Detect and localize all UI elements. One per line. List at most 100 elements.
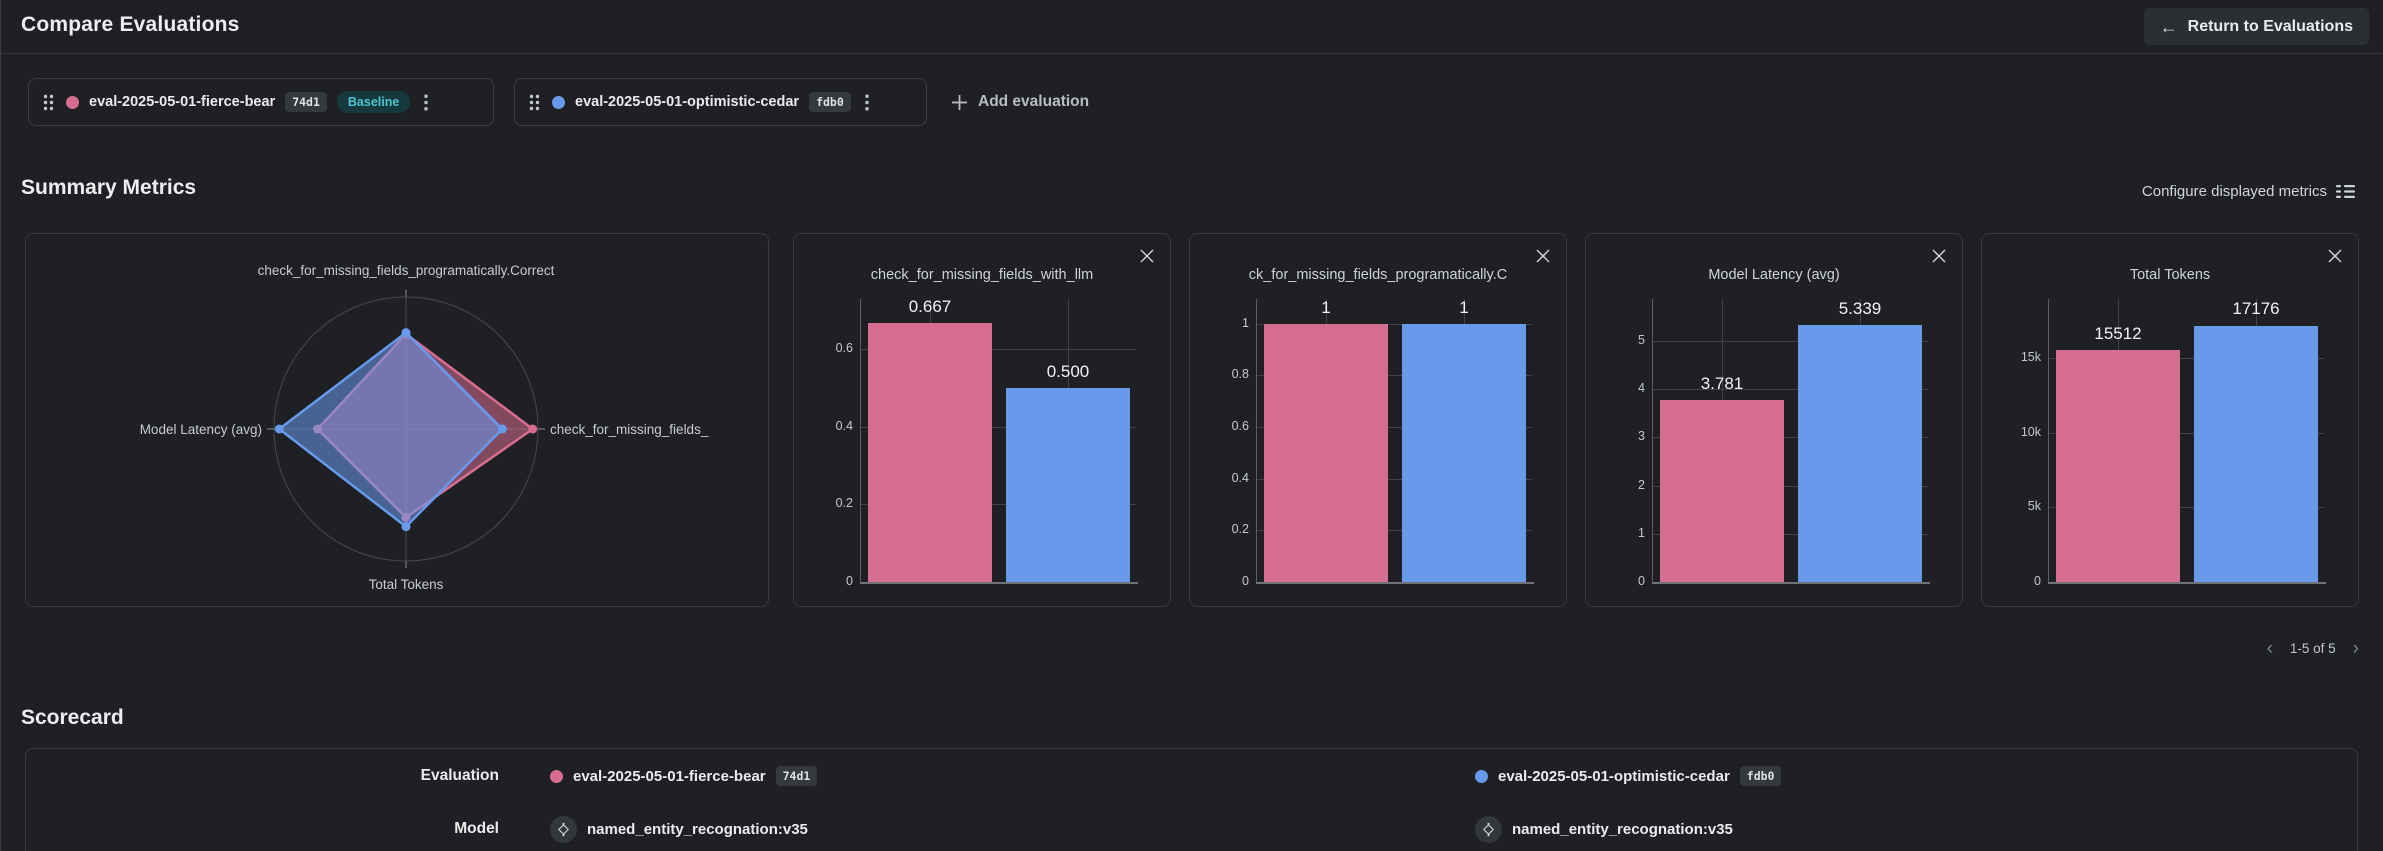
- gridline: [2049, 357, 2324, 359]
- bar-comparison: [1006, 388, 1130, 582]
- scorecard-eval-cell[interactable]: eval-2025-05-01-fierce-bear 74d1: [550, 766, 818, 786]
- radar-chart: check_for_missing_fields_programatically…: [140, 263, 709, 592]
- summary-metric-card: check_for_missing_fields_with_llm 0 0.2 0.4…: [793, 233, 1171, 607]
- y-axis-line: [2048, 299, 2049, 582]
- pagination-label: 1-5 of 5: [2289, 641, 2336, 656]
- drag-handle-icon[interactable]: [527, 92, 542, 113]
- x-axis-line: [860, 582, 1138, 584]
- y-axis-tick-label: 5k: [2027, 499, 2041, 514]
- eval-color-dot: [66, 95, 79, 109]
- gridline: [1653, 340, 1928, 342]
- configure-displayed-metrics-button[interactable]: Configure displayed metrics: [2142, 183, 2355, 200]
- scorecard-panel: Evaluation eval-2025-05-01-fierce-bear 7…: [25, 748, 2358, 851]
- gridline: [2049, 507, 2324, 509]
- radar-axis-label: Total Tokens: [369, 577, 444, 592]
- scorecard-model-cell[interactable]: named_entity_recognation:v35: [1475, 815, 1733, 843]
- scorecard-eval-cell[interactable]: eval-2025-05-01-optimistic-cedar fdb0: [1475, 766, 1782, 786]
- gridline: [1653, 389, 1928, 391]
- eval-id-badge: 74d1: [775, 766, 818, 786]
- evaluation-chip-comparison[interactable]: eval-2025-05-01-optimistic-cedar fdb0: [514, 78, 927, 126]
- eval-id-badge: 74d1: [285, 92, 327, 112]
- gridline: [1257, 426, 1532, 428]
- baseline-badge: Baseline: [336, 91, 411, 113]
- scorecard-title: Scorecard: [21, 706, 124, 729]
- y-axis-tick-label: 10k: [2020, 424, 2041, 439]
- y-axis-tick-label: 0.6: [1231, 418, 1249, 433]
- bar-comparison: [2194, 325, 2318, 582]
- y-axis-tick-label: 0: [846, 574, 853, 588]
- eval-name: eval-2025-05-01-fierce-bear: [89, 94, 276, 110]
- scorecard-row-model: Model named_entity_recognation:v35: [26, 815, 2357, 843]
- x-axis-line: [1652, 582, 1930, 584]
- gridline: [1653, 533, 1928, 535]
- bar-baseline: [2056, 350, 2180, 582]
- configure-label: Configure displayed metrics: [2141, 183, 2327, 200]
- evaluation-chip-baseline[interactable]: eval-2025-05-01-fierce-bear 74d1 Baselin…: [28, 78, 494, 126]
- summary-metric-card: Total Tokens 0 5k 10k 15k 15512 17176: [1981, 233, 2359, 607]
- kebab-menu-icon[interactable]: [863, 90, 871, 115]
- eval-id-badge: fdb0: [1739, 766, 1782, 786]
- model-icon: [550, 815, 577, 843]
- gridline: [861, 426, 1136, 428]
- back-arrow-icon: ←: [2159, 16, 2178, 37]
- eval-color-dot: [1475, 769, 1488, 783]
- scorecard-row-evaluation: Evaluation eval-2025-05-01-fierce-bear 7…: [26, 762, 2357, 790]
- chevron-left-icon[interactable]: ‹: [2266, 638, 2273, 659]
- eval-name: eval-2025-05-01-optimistic-cedar: [1498, 767, 1730, 785]
- close-icon[interactable]: [1929, 246, 1949, 266]
- scorecard-model-cell[interactable]: named_entity_recognation:v35: [550, 815, 808, 843]
- close-icon[interactable]: [1533, 246, 1553, 266]
- eval-color-dot: [550, 769, 563, 783]
- chart-title: Model Latency (avg): [1708, 267, 1840, 283]
- bar-value-label: 17176: [2232, 299, 2280, 319]
- y-axis-tick-label: 2: [1638, 477, 1645, 492]
- y-axis-tick-label: 3: [1638, 429, 1645, 444]
- y-axis-tick-label: 0.6: [835, 341, 853, 356]
- model-icon: [1475, 815, 1502, 843]
- kebab-menu-icon[interactable]: [422, 90, 430, 115]
- summary-metrics-pagination: ‹ 1-5 of 5 ›: [2265, 639, 2361, 658]
- drag-handle-icon[interactable]: [41, 92, 56, 113]
- summary-metric-card: Model Latency (avg) 0 1 2 3 4 5 3.781 5.339: [1585, 233, 1963, 607]
- eval-color-dot: [552, 95, 565, 109]
- bar-value-label: 0.500: [1046, 362, 1090, 382]
- add-evaluation-label: Add evaluation: [978, 93, 1090, 110]
- model-name: named_entity_recognation:v35: [1512, 820, 1733, 838]
- y-axis-tick-label: 0: [2034, 574, 2041, 588]
- plus-icon: [952, 94, 967, 110]
- bar-plot-area: 0 0.2 0.4 0.6 0.8 1 1 1: [1232, 297, 1534, 588]
- bar-value-label: 3.781: [1700, 373, 1744, 393]
- close-icon[interactable]: [1137, 246, 1157, 266]
- add-evaluation-button[interactable]: Add evaluation: [951, 86, 1089, 118]
- bar-plot-area: 0 0.2 0.4 0.6 0.667 0.500: [836, 297, 1138, 588]
- configure-metrics-icon: [2336, 185, 2355, 198]
- y-axis-tick-label: 1: [1638, 525, 1645, 540]
- y-axis-tick-label: 0: [1638, 574, 1645, 588]
- bar-value-label: 15512: [2094, 324, 2142, 344]
- radar-axis-label: check_for_missing_fields_: [550, 422, 709, 437]
- y-axis-line: [860, 299, 861, 582]
- bar-value-label: 1: [1459, 297, 1469, 317]
- eval-id-badge: fdb0: [809, 92, 851, 112]
- eval-name: eval-2025-05-01-optimistic-cedar: [575, 94, 800, 110]
- model-name: named_entity_recognation:v35: [587, 820, 808, 838]
- chevron-right-icon[interactable]: ›: [2352, 638, 2359, 659]
- close-icon[interactable]: [2325, 246, 2345, 266]
- y-axis-tick-label: 0: [1242, 574, 1249, 588]
- radar-summary-card: check_for_missing_fields_programatically…: [25, 233, 769, 607]
- chart-title: Total Tokens: [2129, 267, 2211, 283]
- y-axis-tick-label: 0.8: [1231, 367, 1249, 382]
- y-axis-tick-label: 4: [1638, 381, 1645, 396]
- bar-baseline: [1660, 399, 1784, 582]
- chart-title: check_for_missing_fields_with_llm: [870, 267, 1094, 283]
- y-axis-tick-label: 5: [1638, 332, 1645, 347]
- summary-metric-card: ck_for_missing_fields_programatically.C 0…: [1189, 233, 1567, 607]
- return-button-label: Return to Evaluations: [2187, 17, 2353, 35]
- gridline: [861, 504, 1136, 506]
- gridline: [1257, 478, 1532, 480]
- bar-baseline: [1264, 323, 1388, 582]
- bar-value-label: 1: [1321, 297, 1331, 317]
- row-label: Model: [454, 820, 499, 837]
- return-to-evaluations-button[interactable]: ← Return to Evaluations: [2143, 8, 2369, 45]
